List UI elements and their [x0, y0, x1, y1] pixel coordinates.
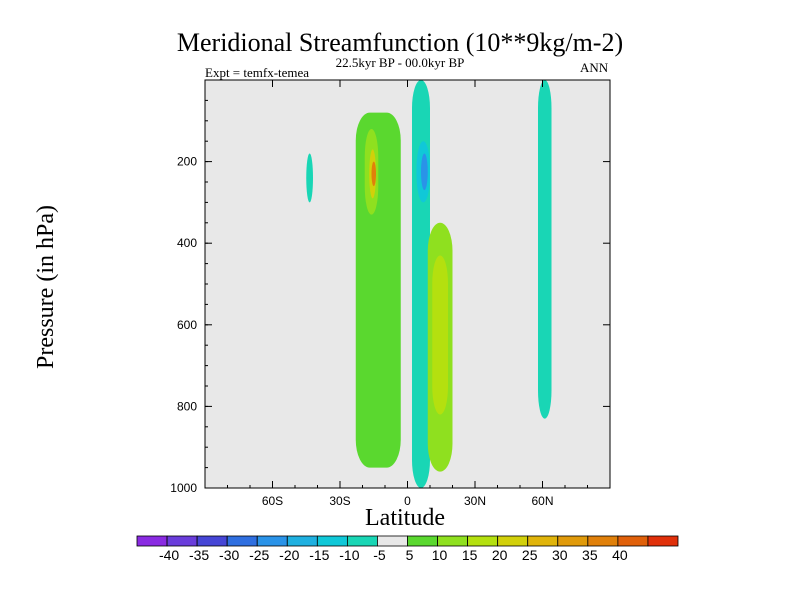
x-tick-label: 60N [531, 494, 553, 508]
season-label: ANN [580, 60, 609, 75]
colorbar-box [256, 535, 288, 547]
colorbar-label: 35 [582, 547, 598, 563]
colorbar-label: -20 [279, 547, 299, 563]
colorbar-label: 40 [612, 547, 628, 563]
colorbar-label: -10 [339, 547, 359, 563]
contour-region-10 [538, 80, 552, 419]
colorbar-label: -40 [159, 547, 179, 563]
chart-subtitle: 22.5kyr BP - 00.0kyr BP [335, 55, 465, 70]
colorbar-label: 10 [432, 547, 448, 563]
colorbar-label: 30 [552, 547, 568, 563]
y-tick-label: 800 [177, 399, 197, 413]
contour-region-11 [306, 153, 313, 203]
contour-field [205, 80, 610, 488]
colorbar: -40 -35 -30 -25 -20 -15 -10 -5 5 10 15 20 25 30 35 40 [136, 535, 679, 563]
colorbar-label: -35 [189, 547, 209, 563]
colorbar-box [136, 535, 168, 547]
contour-region-4 [371, 161, 376, 187]
colorbar-box [407, 535, 438, 547]
colorbar-box [286, 535, 318, 547]
colorbar-label: 15 [462, 547, 478, 563]
y-tick-label: 200 [177, 155, 197, 169]
colorbar-label: -5 [373, 547, 386, 563]
colorbar-box [467, 535, 499, 547]
colorbar-label: -30 [219, 547, 239, 563]
x-tick-label: 30N [464, 494, 486, 508]
colorbar-label: 25 [522, 547, 538, 563]
colorbar-box [527, 535, 559, 547]
axes: 60S 30S 0 30N 60N 200 400 600 800 1000 [170, 79, 611, 508]
colorbar-label: -15 [309, 547, 329, 563]
colorbar-box [316, 535, 348, 547]
chart-title: Meridional Streamfunction (10**9kg/m-2) [176, 28, 624, 57]
contour-region-7 [421, 153, 428, 191]
colorbar-box [226, 535, 258, 547]
colorbar-box [617, 535, 649, 547]
y-tick-label: 400 [177, 236, 197, 250]
colorbar-box [557, 535, 589, 547]
colorbar-box [587, 535, 619, 547]
colorbar-box [647, 535, 679, 547]
x-axis-label: Latitude [365, 505, 445, 531]
colorbar-box [497, 535, 529, 547]
colorbar-box [346, 535, 378, 547]
contour-region-9 [432, 255, 448, 415]
contour-region-5 [412, 80, 430, 488]
x-tick-label: 0 [404, 494, 411, 508]
colorbar-box [166, 535, 198, 547]
y-tick-label: 600 [177, 318, 197, 332]
y-tick-label: 1000 [170, 481, 197, 495]
colorbar-box [377, 535, 408, 547]
colorbar-label: 20 [492, 547, 508, 563]
colorbar-label: -25 [249, 547, 269, 563]
experiment-label: Expt = temfx-temea [205, 65, 310, 80]
x-tick-label: 30S [329, 494, 350, 508]
colorbar-box [437, 535, 469, 547]
x-tick-label: 60S [262, 494, 283, 508]
colorbar-label: 5 [406, 547, 414, 563]
colorbar-box [196, 535, 228, 547]
